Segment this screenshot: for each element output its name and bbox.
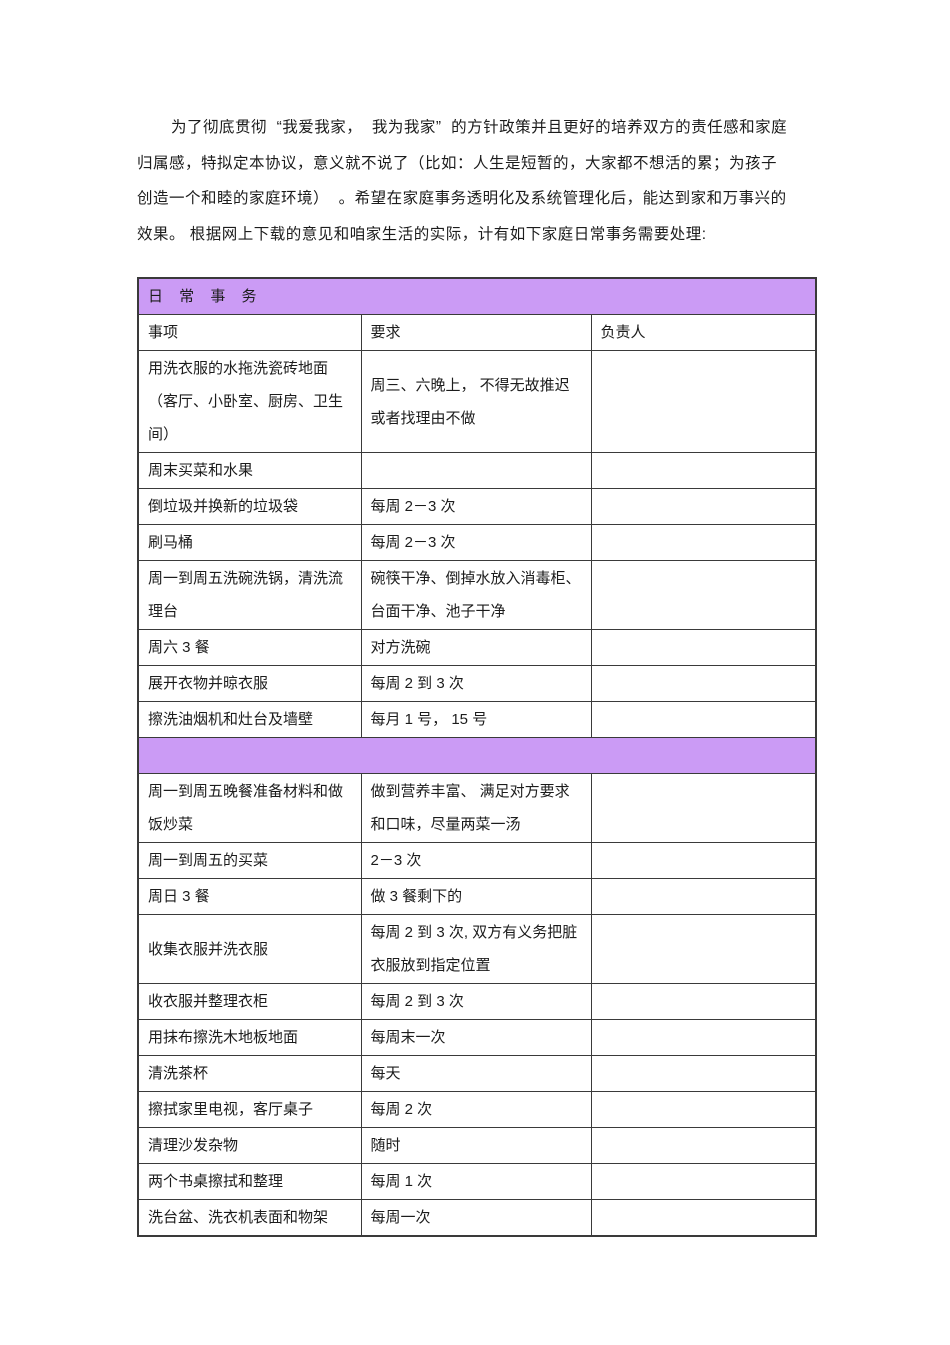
- table-row: 洗台盆、洗衣机表面和物架 每周一次: [137, 1199, 817, 1237]
- table-row: 用洗衣服的水拖洗瓷砖地面（客厅、小卧室、厨房、卫生间） 周三、六晚上， 不得无故推…: [137, 350, 817, 453]
- table-title: 日 常 事 务: [137, 277, 817, 315]
- owner-cell: [590, 350, 817, 453]
- item-cell: 周末买菜和水果: [137, 452, 362, 489]
- table-row: 倒垃圾并换新的垃圾袋 每周 2－3 次: [137, 488, 817, 525]
- item-cell: 周一到周五晚餐准备材料和做饭炒菜: [137, 773, 362, 843]
- table-row: 周一到周五晚餐准备材料和做饭炒菜 做到营养丰富、 满足对方要求和口味，尽量两菜一汤: [137, 773, 817, 843]
- item-cell: 用抹布擦洗木地板地面: [137, 1019, 362, 1056]
- requirement-cell: 每周 2 到 3 次: [360, 665, 592, 702]
- table-row: 周末买菜和水果: [137, 452, 817, 489]
- table-title-row: 日 常 事 务: [137, 277, 817, 315]
- owner-cell: [590, 773, 817, 843]
- table-row: 周日 3 餐做 3 餐剩下的: [137, 878, 817, 915]
- requirement-cell: 随时: [360, 1127, 592, 1164]
- section-divider-cell: [137, 737, 817, 774]
- requirement-cell: 每月 1 号， 15 号: [360, 701, 592, 738]
- owner-cell: [590, 452, 817, 489]
- owner-cell: [590, 1163, 817, 1200]
- item-cell: 收衣服并整理衣柜: [137, 983, 362, 1020]
- item-cell: 清洗茶杯: [137, 1055, 362, 1092]
- table-row: 收集衣服并洗衣服 每周 2 到 3 次, 双方有义务把脏衣服放到指定位置: [137, 914, 817, 984]
- table-row: 刷马桶 每周 2－3 次: [137, 524, 817, 561]
- table-row: 清洗茶杯 每天: [137, 1055, 817, 1092]
- owner-cell: [590, 488, 817, 525]
- owner-cell: [590, 701, 817, 738]
- table-row: 周六 3 餐对方洗碗: [137, 629, 817, 666]
- item-cell: 用洗衣服的水拖洗瓷砖地面（客厅、小卧室、厨房、卫生间）: [137, 350, 362, 453]
- item-cell: 周日 3 餐: [137, 878, 362, 915]
- owner-cell: [590, 665, 817, 702]
- table-row: 用抹布擦洗木地板地面 每周末一次: [137, 1019, 817, 1056]
- requirement-cell: 做到营养丰富、 满足对方要求和口味，尽量两菜一汤: [360, 773, 592, 843]
- owner-cell: [590, 983, 817, 1020]
- requirement-cell: 每天: [360, 1055, 592, 1092]
- intro-paragraph: 为了彻底贯彻 “我爱我家， 我为我家” 的方针政策并且更好的培养双方的责任感和家…: [137, 110, 817, 252]
- owner-cell: [590, 524, 817, 561]
- item-cell: 展开衣物并晾衣服: [137, 665, 362, 702]
- section-divider-row: [137, 737, 817, 774]
- table-row: 周一到周五洗碗洗锅，清洗流理台 碗筷干净、倒掉水放入消毒柜、台面干净、池子干净: [137, 560, 817, 630]
- requirement-cell: 每周 2－3 次: [360, 524, 592, 561]
- item-cell: 清理沙发杂物: [137, 1127, 362, 1164]
- item-cell: 擦拭家里电视，客厅桌子: [137, 1091, 362, 1128]
- owner-cell: [590, 1055, 817, 1092]
- table-row: 周一到周五的买菜 2－3 次: [137, 842, 817, 879]
- owner-cell: [590, 914, 817, 984]
- table-body: 用洗衣服的水拖洗瓷砖地面（客厅、小卧室、厨房、卫生间） 周三、六晚上， 不得无故推…: [137, 350, 817, 1237]
- item-cell: 擦洗油烟机和灶台及墙壁: [137, 701, 362, 738]
- requirement-cell: 每周 2 到 3 次: [360, 983, 592, 1020]
- item-cell: 倒垃圾并换新的垃圾袋: [137, 488, 362, 525]
- owner-cell: [590, 1091, 817, 1128]
- requirement-cell: 周三、六晚上， 不得无故推迟或者找理由不做: [360, 350, 592, 453]
- intro-line: 创造一个和睦的家庭环境） 。希望在家庭事务透明化及系统管理化后，能达到家和万事兴…: [137, 190, 787, 207]
- table-row: 两个书桌擦拭和整理 每周 1 次: [137, 1163, 817, 1200]
- chores-table: 日 常 事 务 事项 要求 负责人 用洗衣服的水拖洗瓷砖地面（客厅、小卧室、厨房…: [137, 277, 818, 1237]
- requirement-cell: 每周末一次: [360, 1019, 592, 1056]
- item-cell: 收集衣服并洗衣服: [137, 914, 362, 984]
- owner-cell: [590, 1199, 817, 1237]
- requirement-cell: 做 3 餐剩下的: [360, 878, 592, 915]
- owner-cell: [590, 629, 817, 666]
- intro-line: 为了彻底贯彻 “我爱我家， 我为我家” 的方针政策并且更好的培养双方的责任感和家…: [171, 119, 788, 136]
- owner-cell: [590, 1127, 817, 1164]
- owner-cell: [590, 560, 817, 630]
- column-header-owner: 负责人: [590, 314, 817, 351]
- requirement-cell: 对方洗碗: [360, 629, 592, 666]
- requirement-cell: 2－3 次: [360, 842, 592, 879]
- table-row: 擦洗油烟机和灶台及墙壁 每月 1 号， 15 号: [137, 701, 817, 738]
- requirement-cell: 每周一次: [360, 1199, 592, 1237]
- requirement-cell: 每周 2 次: [360, 1091, 592, 1128]
- item-cell: 周一到周五洗碗洗锅，清洗流理台: [137, 560, 362, 630]
- item-cell: 周六 3 餐: [137, 629, 362, 666]
- owner-cell: [590, 878, 817, 915]
- requirement-cell: 每周 1 次: [360, 1163, 592, 1200]
- column-header-item: 事项: [137, 314, 362, 351]
- item-cell: 两个书桌擦拭和整理: [137, 1163, 362, 1200]
- item-cell: 刷马桶: [137, 524, 362, 561]
- column-header-row: 事项 要求 负责人: [137, 314, 817, 351]
- table-row: 擦拭家里电视，客厅桌子 每周 2 次: [137, 1091, 817, 1128]
- owner-cell: [590, 1019, 817, 1056]
- intro-line: 归属感，特拟定本协议，意义就不说了（比如：人生是短暂的，大家都不想活的累；为孩子: [137, 154, 778, 172]
- requirement-cell: 每周 2 到 3 次, 双方有义务把脏衣服放到指定位置: [360, 914, 592, 984]
- intro-line: 效果。 根据网上下载的意见和咱家生活的实际，计有如下家庭日常事务需要处理:: [137, 225, 707, 243]
- table-row: 展开衣物并晾衣服 每周 2 到 3 次: [137, 665, 817, 702]
- item-cell: 周一到周五的买菜: [137, 842, 362, 879]
- table-row: 清理沙发杂物 随时: [137, 1127, 817, 1164]
- requirement-cell: [360, 452, 592, 489]
- table-row: 收衣服并整理衣柜 每周 2 到 3 次: [137, 983, 817, 1020]
- column-header-requirement: 要求: [360, 314, 592, 351]
- requirement-cell: 每周 2－3 次: [360, 488, 592, 525]
- requirement-cell: 碗筷干净、倒掉水放入消毒柜、台面干净、池子干净: [360, 560, 592, 630]
- owner-cell: [590, 842, 817, 879]
- item-cell: 洗台盆、洗衣机表面和物架: [137, 1199, 362, 1237]
